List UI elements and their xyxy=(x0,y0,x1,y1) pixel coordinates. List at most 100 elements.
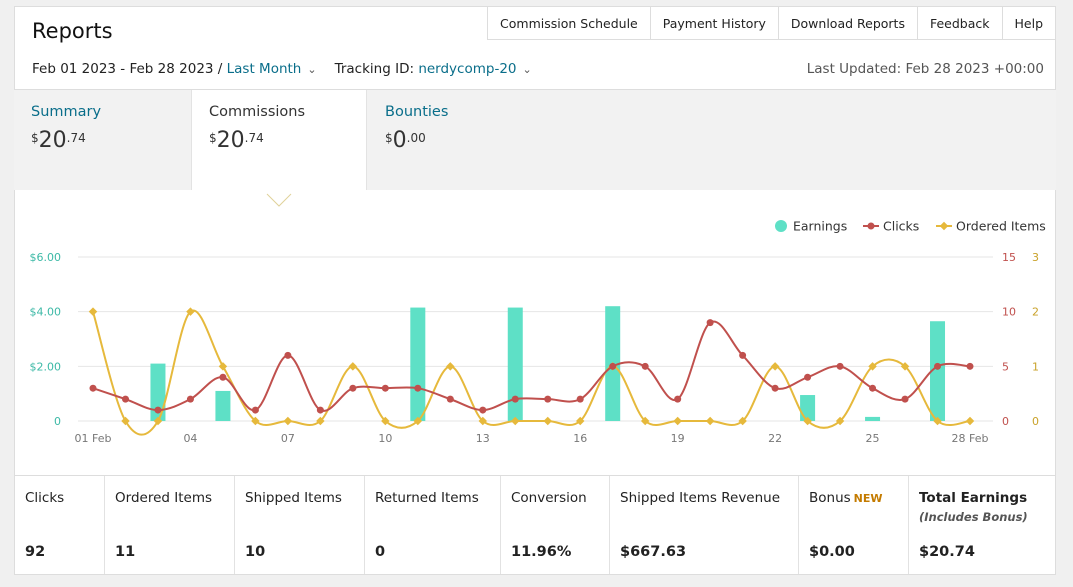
payment-history-button[interactable]: Payment History xyxy=(649,6,778,40)
report-tabs: Summary $ 20 .74 Commissions $ 20 .74 Bo… xyxy=(14,90,1056,194)
stat-value: $20.74 xyxy=(919,544,975,560)
legend-label: Ordered Items xyxy=(956,219,1046,234)
currency-symbol: $ xyxy=(209,131,217,145)
currency-symbol: $ xyxy=(31,131,39,145)
amount-whole: 20 xyxy=(216,128,245,153)
period-dropdown[interactable]: Last Month xyxy=(226,61,302,77)
tab-summary[interactable]: Summary $ 20 .74 xyxy=(14,90,190,190)
commission-schedule-button[interactable]: Commission Schedule xyxy=(487,6,650,40)
stat-value: $0.00 xyxy=(809,544,855,560)
earnings-bar xyxy=(865,416,881,421)
stats-bar: Clicks 92 Ordered Items 11 Shipped Items… xyxy=(14,475,1056,575)
bonus-label: Bonus xyxy=(809,490,851,506)
ordered-items-point xyxy=(543,416,552,426)
amount-whole: 0 xyxy=(392,128,407,153)
stat-clicks: Clicks 92 xyxy=(15,476,105,574)
stat-shipped-revenue: Shipped Items Revenue $667.63 xyxy=(610,476,799,574)
amount-fraction: .00 xyxy=(406,131,426,145)
chevron-down-icon[interactable]: ⌄ xyxy=(522,62,532,76)
stat-label: Conversion xyxy=(511,490,587,506)
stat-label: Shipped Items Revenue xyxy=(620,490,781,506)
stat-sublabel: (Includes Bonus) xyxy=(919,510,1028,524)
new-badge: NEW xyxy=(853,492,883,505)
clicks-point xyxy=(154,406,162,414)
clicks-point xyxy=(901,395,909,403)
top-nav: Commission Schedule Payment History Down… xyxy=(487,6,1056,40)
clicks-point xyxy=(89,384,97,392)
tab-label: Commissions xyxy=(209,104,306,120)
stat-value: 10 xyxy=(245,544,266,560)
clicks-point xyxy=(739,351,747,359)
chevron-down-icon[interactable]: ⌄ xyxy=(307,62,317,76)
ordered-items-point xyxy=(803,416,812,426)
ordered-items-point xyxy=(738,416,747,426)
stat-value: 11 xyxy=(115,544,136,560)
legend-marker xyxy=(867,222,875,230)
last-updated: Last Updated: Feb 28 2023 +00:00 xyxy=(806,61,1044,77)
report-header: Reports Commission Schedule Payment Hist… xyxy=(14,6,1056,90)
clicks-point xyxy=(479,406,487,414)
clicks-line xyxy=(92,320,971,412)
stat-shipped-items: Shipped Items 10 xyxy=(235,476,365,574)
y-tick-label: $6.00 xyxy=(30,251,62,264)
stat-value: $667.63 xyxy=(620,544,687,560)
tab-bounties[interactable]: Bounties $ 0 .00 xyxy=(368,90,544,190)
clicks-point xyxy=(609,362,617,370)
amount-fraction: .74 xyxy=(244,131,264,145)
y3-tick-label: 2 xyxy=(1032,306,1039,319)
ordered-items-point xyxy=(218,362,228,371)
clicks-point xyxy=(544,395,552,403)
clicks-point xyxy=(381,384,389,392)
x-tick-label: 25 xyxy=(866,432,880,445)
tracking-label: Tracking ID: xyxy=(334,61,415,77)
earnings-bar xyxy=(930,321,946,421)
clicks-point xyxy=(771,384,779,392)
clicks-point xyxy=(284,351,292,359)
legend-marker xyxy=(939,221,949,231)
active-tab-pointer xyxy=(266,193,292,207)
ordered-items-point xyxy=(770,362,780,371)
page-title: Reports xyxy=(32,19,113,43)
stat-returned-items: Returned Items 0 xyxy=(365,476,501,574)
feedback-button[interactable]: Feedback xyxy=(916,6,1002,40)
chart-panel: 0 $2.00 $4.00 $6.00 0 5 10 15 0 1 2 3 01 Feb 04 07 10 13… xyxy=(14,190,1056,475)
legend-label: Earnings xyxy=(793,219,847,234)
x-tick-label: 22 xyxy=(768,432,782,445)
ordered-items-point xyxy=(478,416,488,426)
stat-value: 0 xyxy=(375,544,386,560)
clicks-point xyxy=(934,362,942,370)
ordered-items-point xyxy=(348,362,358,371)
tab-label: Bounties xyxy=(385,104,449,120)
ordered-items-point xyxy=(316,416,325,426)
stat-label: Clicks xyxy=(25,490,65,506)
ordered-items-point xyxy=(965,416,975,426)
tab-amount: $ 0 .00 xyxy=(385,128,527,153)
y2-tick-label: 5 xyxy=(1002,360,1009,373)
earnings-chart: 0 $2.00 $4.00 $6.00 0 5 10 15 0 1 2 3 01 Feb 04 07 10 13… xyxy=(30,193,1046,445)
clicks-point xyxy=(576,395,584,403)
tab-commissions[interactable]: Commissions $ 20 .74 xyxy=(191,90,367,194)
ordered-items-point xyxy=(511,416,520,426)
clicks-point xyxy=(804,373,812,381)
clicks-point xyxy=(446,395,454,403)
clicks-point xyxy=(316,406,324,414)
clicks-point xyxy=(251,406,259,414)
clicks-point xyxy=(641,362,649,370)
stat-conversion: Conversion 11.96% xyxy=(501,476,610,574)
ordered-items-point xyxy=(283,416,293,426)
stat-label: Returned Items xyxy=(375,490,479,506)
ordered-items-point xyxy=(705,416,715,426)
tracking-id-dropdown[interactable]: nerdycomp-20 xyxy=(418,61,517,77)
x-tick-label: 10 xyxy=(378,432,392,445)
help-button[interactable]: Help xyxy=(1001,6,1056,40)
ordered-items-point xyxy=(446,362,455,371)
y2-tick-label: 10 xyxy=(1002,306,1016,319)
download-reports-button[interactable]: Download Reports xyxy=(777,6,917,40)
stat-label: Ordered Items xyxy=(115,490,212,506)
y3-tick-label: 1 xyxy=(1032,360,1039,373)
x-tick-label: 16 xyxy=(573,432,587,445)
clicks-point xyxy=(836,362,844,370)
y3-tick-label: 3 xyxy=(1032,251,1039,264)
x-tick-label: 13 xyxy=(476,432,490,445)
y3-tick-label: 0 xyxy=(1032,415,1039,428)
